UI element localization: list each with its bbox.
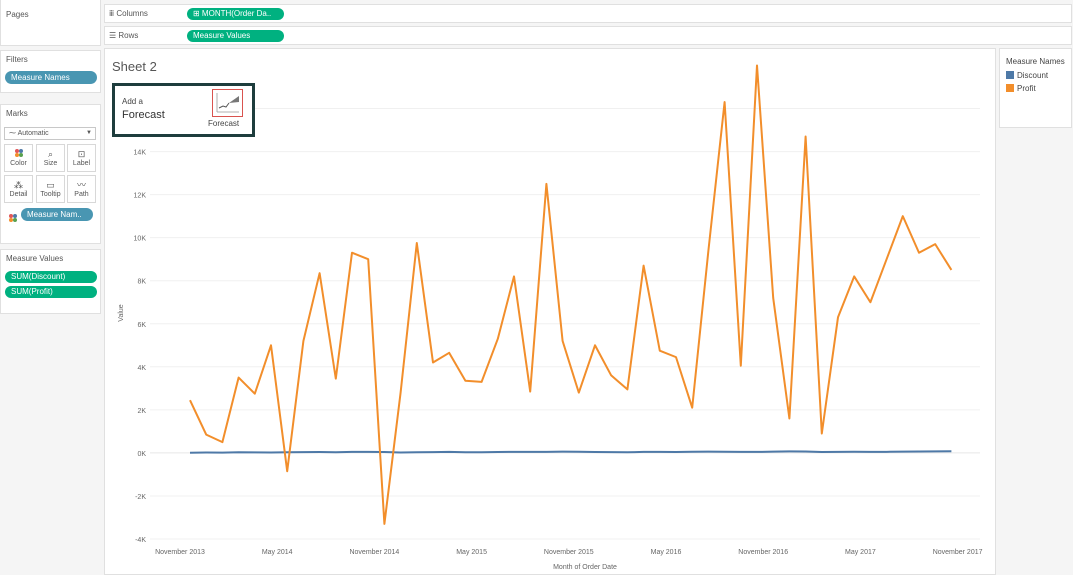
measure-pill-discount[interactable]: SUM(Discount) [5, 271, 97, 283]
x-tick-label: May 2015 [456, 549, 487, 556]
color-dots-icon [5, 148, 32, 160]
marks-pill-measure-names[interactable]: Measure Nam.. [21, 208, 93, 221]
path-button[interactable]: 〰 Path [67, 175, 96, 203]
x-tick-label: November 2014 [349, 549, 399, 556]
series-line-discount [189, 450, 952, 454]
tooltip-button-label: Tooltip [40, 191, 61, 198]
forecast-add-text: Add a [122, 97, 143, 106]
x-tick-label: May 2016 [651, 549, 682, 556]
x-tick-label: May 2017 [845, 549, 876, 556]
rows-icon: ☰ [109, 31, 119, 40]
measure-values-card: Measure Values SUM(Discount) SUM(Profit) [0, 249, 101, 314]
add-forecast-callout[interactable]: Add a Forecast Forecast [112, 83, 255, 137]
marks-label: Marks [6, 109, 28, 118]
y-tick-label: 14K [134, 150, 147, 157]
forecast-title: Forecast [122, 109, 165, 121]
line-mark-icon: ⁓ [9, 130, 18, 137]
columns-icon: ⅲ [109, 9, 117, 18]
y-tick-label: 0K [137, 451, 146, 458]
x-tick-label: November 2017 [933, 549, 983, 556]
color-button[interactable]: Color [4, 144, 33, 172]
y-tick-label: 10K [134, 236, 147, 243]
color-legend: Measure Names Discount Profit [999, 48, 1072, 128]
x-tick-label: May 2014 [262, 549, 293, 556]
size-button[interactable]: ⌕ Size [36, 144, 65, 172]
y-tick-label: 2K [137, 408, 146, 415]
legend-item-discount[interactable]: Discount [1006, 71, 1048, 80]
detail-button[interactable]: ⁂ Detail [4, 175, 33, 203]
y-tick-label: 12K [134, 193, 147, 200]
rows-shelf[interactable]: ☰ Rows Measure Values [104, 26, 1072, 45]
left-empty-area [0, 318, 101, 575]
series-line-profit [189, 64, 953, 525]
path-button-label: Path [74, 191, 89, 198]
pages-label: Pages [6, 10, 29, 19]
legend-swatch-profit [1006, 84, 1014, 92]
size-button-label: Size [43, 160, 58, 167]
y-tick-label: 8K [137, 279, 146, 286]
legend-swatch-discount [1006, 71, 1014, 79]
left-sidebar: Pages Filters Measure Names Marks ⁓ Auto… [0, 0, 101, 575]
y-tick-label: -2K [135, 494, 146, 501]
sheet-title: Sheet 2 [112, 59, 157, 74]
path-icon: 〰 [76, 180, 86, 190]
columns-shelf-label: ⅲ Columns [109, 9, 148, 18]
rows-pill[interactable]: Measure Values [187, 30, 284, 42]
viz-canvas: Sheet 2 -4K-2K0K2K4K6K8K10K12K14K16KValu… [104, 48, 996, 575]
detail-icon: ⁂ [14, 180, 23, 190]
label-button-label: Label [72, 160, 91, 167]
x-tick-label: November 2013 [155, 549, 205, 556]
columns-shelf[interactable]: ⅲ Columns ⊞ MONTH(Order Da.. [104, 4, 1072, 23]
forecast-icon[interactable] [212, 89, 243, 117]
y-axis-label: Value [118, 304, 125, 321]
x-axis-label: Month of Order Date [553, 564, 617, 571]
tooltip-button[interactable]: ▭ Tooltip [36, 175, 65, 203]
filters-label: Filters [6, 55, 28, 64]
mark-type-select[interactable]: ⁓ Automatic ▼ [4, 127, 96, 140]
filters-card: Filters Measure Names [0, 50, 101, 93]
x-tick-label: November 2015 [544, 549, 594, 556]
detail-button-label: Detail [9, 191, 28, 198]
legend-item-profit[interactable]: Profit [1006, 84, 1036, 93]
marks-color-icon [8, 210, 18, 228]
label-icon: ⊡ [77, 149, 86, 159]
mark-type-value: Automatic [17, 130, 49, 137]
measure-values-label: Measure Values [6, 254, 64, 263]
forecast-label: Forecast [208, 119, 240, 128]
legend-title: Measure Names [1006, 57, 1065, 66]
tooltip-icon: ▭ [46, 180, 55, 190]
measure-pill-profit[interactable]: SUM(Profit) [5, 286, 97, 298]
color-button-label: Color [10, 160, 27, 167]
pages-card: Pages [0, 0, 101, 46]
y-tick-label: -4K [135, 537, 146, 544]
x-tick-label: November 2016 [738, 549, 788, 556]
y-tick-label: 6K [137, 322, 146, 329]
filter-pill-measure-names[interactable]: Measure Names [5, 71, 97, 84]
line-chart[interactable]: -4K-2K0K2K4K6K8K10K12K14K16KValueNovembe… [105, 49, 995, 574]
rows-shelf-label: ☰ Rows [109, 31, 139, 40]
size-icon: ⌕ [47, 149, 54, 159]
y-tick-label: 4K [137, 365, 146, 372]
columns-pill[interactable]: ⊞ MONTH(Order Da.. [187, 8, 284, 20]
label-button[interactable]: ⊡ Label [67, 144, 96, 172]
chevron-down-icon: ▼ [86, 130, 92, 136]
